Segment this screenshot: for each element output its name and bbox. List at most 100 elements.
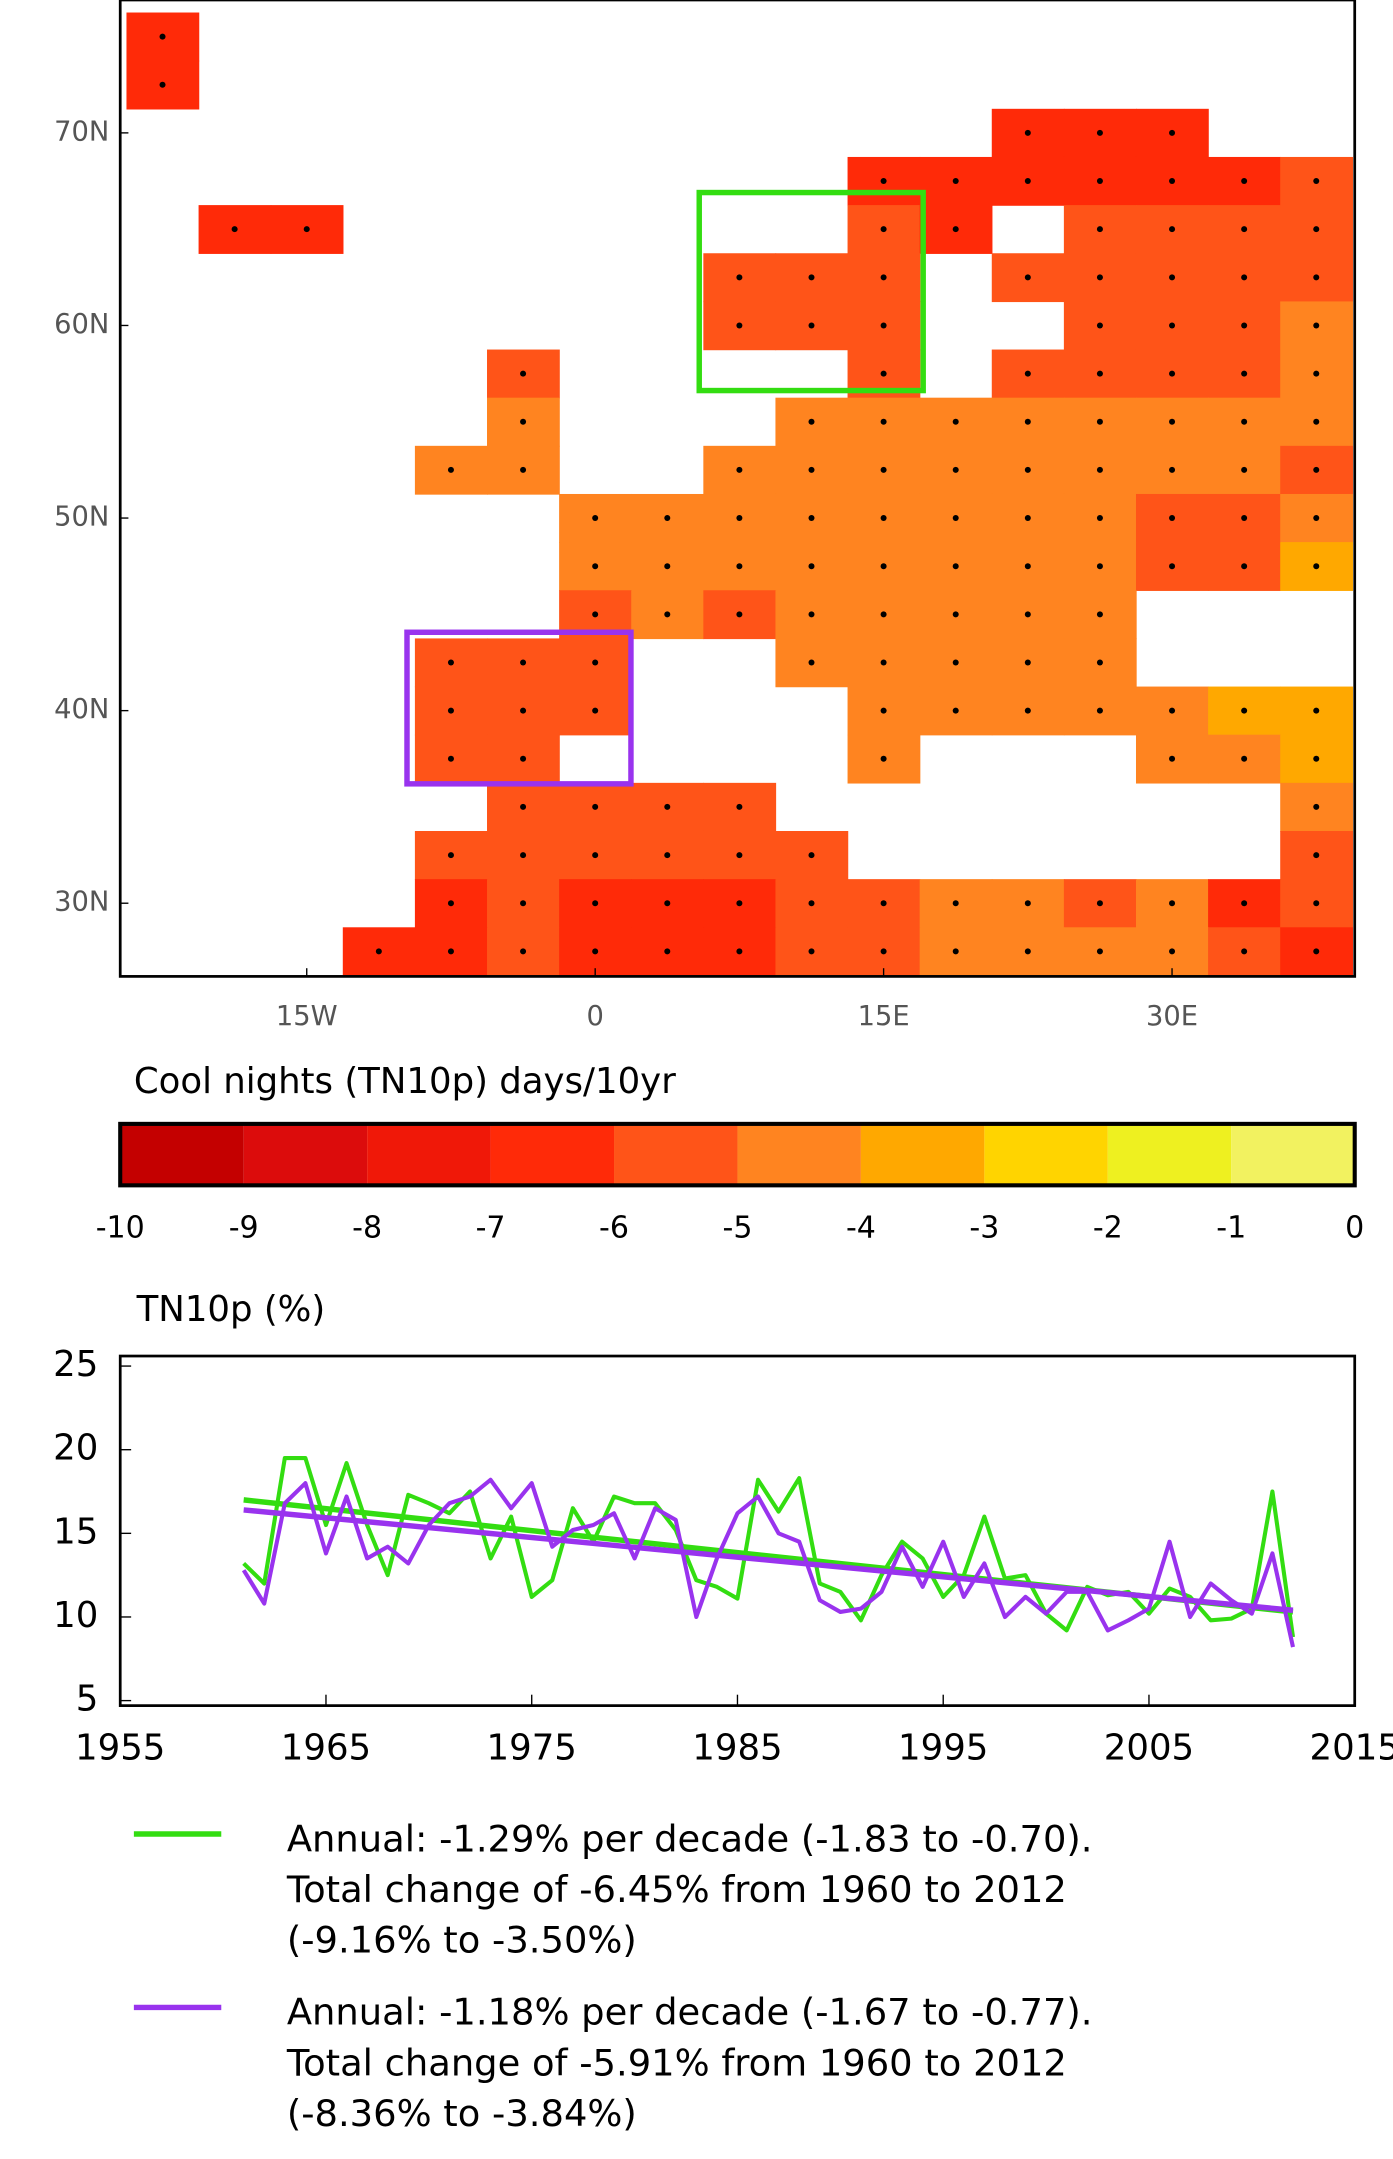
cell-dot [1169,900,1176,907]
cell-dot [520,900,527,907]
colorbar-tick-label: -8 [352,1211,382,1246]
cell-dot [303,226,310,233]
colorbar-bin [490,1123,615,1186]
cell-dot [808,515,815,522]
cell-dot [1169,515,1176,522]
cell-dot [1096,707,1103,714]
cell-dot [1024,515,1031,522]
cell-dot [592,707,599,714]
cell-dot [664,563,671,570]
y-tick-label: 5 [76,1679,99,1720]
colorbar-tick-label: -3 [969,1211,999,1246]
cell-dot [159,81,166,88]
x-tick-label: 15W [276,1001,338,1032]
cell-dot [1241,178,1248,185]
cell-dot [447,900,454,907]
cell-dot [1241,226,1248,233]
cell-dot [1096,322,1103,329]
cell-dot [231,226,238,233]
cell-dot [1096,226,1103,233]
y-tick-label: 30N [54,887,109,918]
cell-dot [1024,707,1031,714]
cell-dot [1024,948,1031,955]
cell-dot [1096,274,1103,281]
series-line [241,1477,1295,1648]
colorbar-bin [984,1123,1108,1186]
cell-dot [808,322,815,329]
cell-dot [808,563,815,570]
cell-dot [1313,466,1320,473]
cell-dot [952,948,959,955]
y-tick-label: 15 [53,1511,98,1552]
cell-dot [808,659,815,666]
cell-dot [1241,563,1248,570]
colorbar-bin [243,1123,368,1186]
cell-dot [1313,274,1320,281]
cell-dot [1169,563,1176,570]
cell-dot [880,515,887,522]
colorbar-bin [367,1123,491,1186]
cell-dot [880,755,887,762]
y-tick-label: 10 [53,1595,98,1636]
cell-dot [952,418,959,425]
cell-dot [1241,322,1248,329]
cell-dot [1241,274,1248,281]
cell-dot [1096,900,1103,907]
x-tick-label: 1995 [898,1727,988,1768]
cell-dot [1241,515,1248,522]
cell-dot [1313,852,1320,859]
x-tick-label: 1955 [75,1727,165,1768]
y-tick-label: 20 [53,1428,98,1469]
cell-dot [520,803,527,810]
colorbar-tick-label: -10 [96,1211,145,1246]
cell-dot [1096,563,1103,570]
cell-dot [880,226,887,233]
cell-dot [520,418,527,425]
cell-dot [592,563,599,570]
cell-dot [880,948,887,955]
x-tick-label: 2005 [1104,1727,1194,1768]
cell-dot [1169,948,1176,955]
cell-dot [447,659,454,666]
colorbar-tick-label: -6 [599,1211,629,1246]
legend-text: Annual: -1.29% per decade (-1.83 to -0.7… [287,1817,1093,1860]
legend-text: Total change of -5.91% from 1960 to 2012 [286,2041,1067,2084]
cell-dot [1241,418,1248,425]
cell-dot [808,948,815,955]
colorbar-title: Cool nights (TN10p) days/10yr [134,1061,676,1102]
cell-dot [1024,611,1031,618]
cell-dot [736,466,743,473]
y-tick-label: 50N [54,502,109,533]
map-cells [126,12,1353,977]
cell-dot [1096,370,1103,377]
cell-dot [1313,755,1320,762]
cell-dot [520,707,527,714]
x-tick-label: 2015 [1310,1727,1393,1768]
cell-dot [952,659,959,666]
cell-dot [1169,466,1176,473]
cell-dot [447,707,454,714]
cell-dot [1024,466,1031,473]
cell-dot [880,659,887,666]
cell-dot [159,33,166,40]
cell-dot [1313,322,1320,329]
cell-dot [952,611,959,618]
cell-dot [520,466,527,473]
cell-dot [664,611,671,618]
cell-dot [664,900,671,907]
cell-dot [592,659,599,666]
colorbar-frame [118,1121,1357,1188]
cell-dot [1169,755,1176,762]
cell-dot [880,418,887,425]
y-tick-label: 70N [54,116,109,147]
colorbar-tick-label: -5 [722,1211,752,1246]
cell-dot [592,803,599,810]
cell-dot [1313,900,1320,907]
cell-dot [664,852,671,859]
cell-dot [1313,707,1320,714]
cell-dot [808,852,815,859]
plot-frame [118,1354,1357,1707]
y-tick-label: 60N [54,309,109,340]
cell-dot [447,852,454,859]
colorbar-bin [737,1123,861,1186]
